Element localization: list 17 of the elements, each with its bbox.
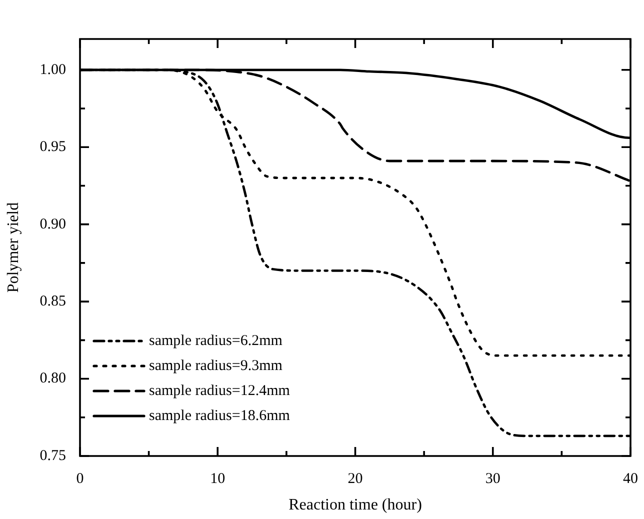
legend-label: sample radius=6.2mm xyxy=(149,332,283,349)
legend-label: sample radius=18.6mm xyxy=(149,408,290,424)
x-tick-label: 40 xyxy=(623,470,638,487)
y-tick-label: 0.85 xyxy=(40,293,66,310)
y-tick-label: 1.00 xyxy=(40,62,66,78)
x-tick-label: 10 xyxy=(210,470,226,487)
x-tick-label: 20 xyxy=(348,470,363,487)
y-tick-label: 0.90 xyxy=(40,216,66,232)
y-tick-label: 0.95 xyxy=(40,139,66,156)
y-axis-title: Polymer yield xyxy=(4,202,22,293)
x-axis-title: Reaction time (hour) xyxy=(288,496,422,514)
x-tick-label: 0 xyxy=(76,470,84,487)
x-tick-label: 30 xyxy=(485,470,500,487)
legend-label: sample radius=9.3mm xyxy=(149,358,283,374)
y-tick-label: 0.75 xyxy=(40,448,66,464)
legend-label: sample radius=12.4mm xyxy=(149,382,290,399)
y-tick-label: 0.80 xyxy=(40,370,66,387)
